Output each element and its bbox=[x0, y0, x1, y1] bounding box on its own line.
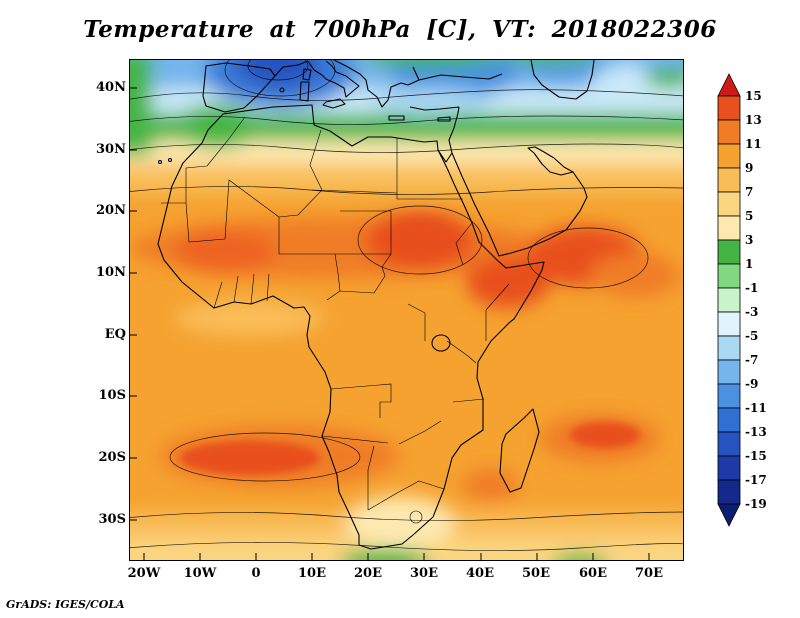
colorbar-band bbox=[717, 311, 741, 337]
colorbar-label: 11 bbox=[745, 137, 762, 151]
colorbar-band bbox=[717, 431, 741, 457]
axis-ticks bbox=[130, 87, 650, 560]
lat-tick-label: 40N bbox=[96, 80, 126, 95]
lat-tick-label: 10S bbox=[98, 388, 126, 403]
lon-tick-label: 20E bbox=[354, 566, 382, 581]
lon-tick-label: 30E bbox=[410, 566, 438, 581]
colorbar-label: -11 bbox=[745, 401, 767, 415]
colorbar-band bbox=[717, 263, 741, 289]
colorbar-label: 15 bbox=[745, 89, 762, 103]
lon-tick-label: 50E bbox=[522, 566, 550, 581]
lon-tick-label: 60E bbox=[579, 566, 607, 581]
colorbar-band bbox=[717, 335, 741, 361]
colorbar-band bbox=[717, 215, 741, 241]
colorbar-label: -3 bbox=[745, 305, 758, 319]
grads-attribution: GrADS: IGES/COLA bbox=[6, 598, 125, 611]
colorbar-arrow-top bbox=[717, 73, 741, 97]
colorbar-band bbox=[717, 359, 741, 385]
lat-tick-label: 30N bbox=[96, 142, 126, 157]
lat-tick-label: 30S bbox=[98, 512, 126, 527]
map-plot-area bbox=[129, 59, 684, 561]
lon-tick-label: 0 bbox=[251, 566, 261, 581]
colorbar-label: 1 bbox=[745, 257, 753, 271]
country-borders bbox=[161, 116, 510, 524]
colorbar-band bbox=[717, 407, 741, 433]
colorbar-band bbox=[717, 479, 741, 505]
lat-tick-label: 20N bbox=[96, 203, 126, 218]
colorbar-band bbox=[717, 167, 741, 193]
lon-tick-label: 40E bbox=[466, 566, 494, 581]
lat-tick-label: 10N bbox=[96, 265, 126, 280]
colorbar-label: -5 bbox=[745, 329, 758, 343]
colorbar-band bbox=[717, 119, 741, 145]
colorbar-band bbox=[717, 143, 741, 169]
hot-spot-cores bbox=[180, 221, 640, 475]
lat-tick-label: EQ bbox=[104, 327, 126, 342]
colorbar-band bbox=[717, 383, 741, 409]
colorbar-label: 5 bbox=[745, 209, 753, 223]
colorbar-label: 9 bbox=[745, 161, 753, 175]
colorbar-label: -19 bbox=[745, 497, 767, 511]
africa-temperature-map bbox=[130, 60, 683, 560]
colorbar-band bbox=[717, 239, 741, 265]
colorbar-band bbox=[717, 287, 741, 313]
colorbar-band bbox=[717, 95, 741, 121]
chart-title: Temperature at 700hPa [C], VT: 201802230… bbox=[83, 16, 717, 43]
colorbar-band bbox=[717, 191, 741, 217]
colorbar-label: -17 bbox=[745, 473, 767, 487]
lon-tick-label: 10E bbox=[298, 566, 326, 581]
lon-tick-label: 20W bbox=[127, 566, 161, 581]
colorbar-svg: 15 13 11 9 7 5 3 1 -1 -3 -5 -7 -9 -11 -1… bbox=[717, 73, 767, 527]
colorbar-arrow-bottom bbox=[717, 503, 741, 527]
lon-tick-label: 70E bbox=[635, 566, 663, 581]
colorbar-legend: 15 13 11 9 7 5 3 1 -1 -3 -5 -7 -9 -11 -1… bbox=[714, 72, 780, 534]
colorbar-label: 3 bbox=[745, 233, 753, 247]
colorbar-label: -9 bbox=[745, 377, 758, 391]
lon-tick-label: 10W bbox=[183, 566, 217, 581]
colorbar-band bbox=[717, 455, 741, 481]
colorbar-label: 7 bbox=[745, 185, 753, 199]
colorbar-label: 13 bbox=[745, 113, 762, 127]
lat-tick-label: 20S bbox=[98, 450, 126, 465]
coastlines bbox=[157, 60, 595, 550]
colorbar-label: -1 bbox=[745, 281, 758, 295]
colorbar-label: -15 bbox=[745, 449, 767, 463]
colorbar-label: -7 bbox=[745, 353, 758, 367]
colorbar-label: -13 bbox=[745, 425, 767, 439]
